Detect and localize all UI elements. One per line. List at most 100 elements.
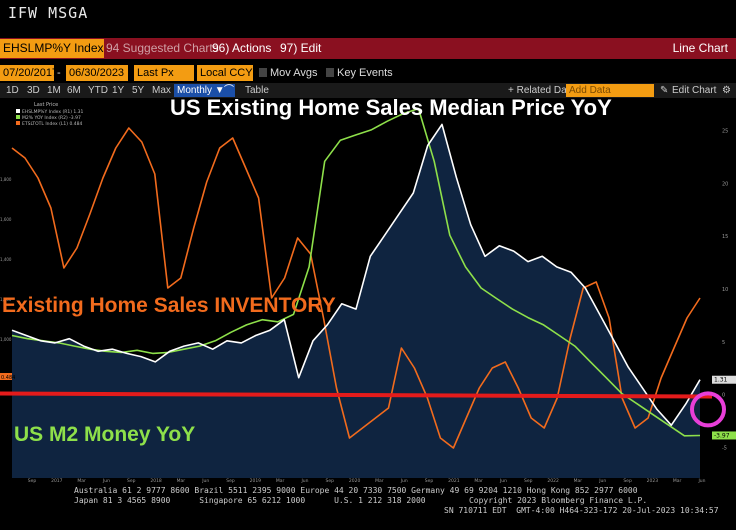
end-date-input[interactable]: 06/30/2023 bbox=[66, 65, 128, 81]
x-axis-tick: Sep bbox=[623, 478, 632, 483]
x-axis-tick: 2022 bbox=[547, 478, 559, 483]
related-data-button[interactable]: + Related Dat bbox=[508, 85, 570, 96]
x-axis-tick: Mar bbox=[276, 478, 285, 483]
legend-swatch bbox=[16, 109, 20, 113]
edit-menu[interactable]: 97) Edit bbox=[280, 41, 322, 55]
actions-menu[interactable]: 96) Actions bbox=[212, 41, 272, 55]
frequency-label: Monthly bbox=[177, 85, 213, 96]
x-axis-tick: Mar bbox=[77, 478, 86, 483]
x-axis-tick: Sep bbox=[326, 478, 335, 483]
legend-entry: EHSLMP%Y Index (R1) 1.31 bbox=[22, 109, 84, 115]
x-axis-tick: 2019 bbox=[250, 478, 262, 483]
gear-icon[interactable]: ✎ bbox=[660, 85, 669, 96]
footer-line2: Japan 81 3 4565 8900 Singapore 65 6212 1… bbox=[74, 496, 648, 505]
m2-line bbox=[11, 107, 701, 437]
x-axis-tick: Jun bbox=[400, 478, 408, 483]
m2-annotation: US M2 Money YoY bbox=[14, 423, 195, 446]
edit-chart-button[interactable]: Edit Chart bbox=[672, 85, 717, 96]
x-axis-tick: Mar bbox=[673, 478, 682, 483]
period-max[interactable]: Max bbox=[152, 85, 171, 96]
x-axis-tick: 2021 bbox=[448, 478, 460, 483]
footer-line3: SN 710711 EDT GMT-4:00 H464-323-172 20-J… bbox=[444, 506, 719, 515]
period-6m[interactable]: 6M bbox=[67, 85, 81, 96]
x-axis-tick: 2023 bbox=[647, 478, 659, 483]
frequency-select[interactable]: Monthly ▼ bbox=[174, 84, 228, 97]
mov-avgs-checkbox[interactable] bbox=[259, 68, 267, 77]
m2-last-value: -3.97 bbox=[714, 432, 730, 439]
footer-line1: Australia 61 2 9777 8600 Brazil 5511 239… bbox=[74, 486, 638, 495]
currency-select[interactable]: Local CCY bbox=[197, 65, 253, 81]
mov-avgs-label: Mov Avgs bbox=[270, 67, 318, 79]
ticker-input[interactable]: EHSLMP%Y Index bbox=[0, 39, 104, 58]
inventory-annotation: Existing Home Sales INVENTORY bbox=[2, 294, 336, 317]
x-axis-tick: Mar bbox=[574, 478, 583, 483]
highlight-circle bbox=[690, 391, 726, 428]
add-data-input[interactable]: Add Data bbox=[566, 84, 654, 97]
legend-swatch bbox=[16, 115, 20, 119]
command-text: IFW MSGA bbox=[8, 4, 89, 22]
legend-title: Last Price bbox=[34, 102, 58, 108]
x-axis-tick: Sep bbox=[28, 478, 37, 483]
price-line bbox=[11, 123, 701, 427]
price-last-badge bbox=[712, 375, 736, 384]
chart-area[interactable]: 25 20 15 10 5 0 -5 1,800 1,600 1,400 1,200 1,000 1.3… bbox=[0, 95, 736, 484]
main-toolbar bbox=[0, 38, 736, 59]
period-1m[interactable]: 1M bbox=[47, 85, 61, 96]
price-select[interactable]: Last Px bbox=[134, 65, 194, 81]
price-last-value: 1.31 bbox=[714, 377, 728, 384]
x-axis-tick: Jun bbox=[598, 478, 606, 483]
right-axis-tick: 5 bbox=[722, 340, 725, 346]
left-axis-tick: 1,600 bbox=[0, 217, 12, 222]
right-axis-tick: -5 bbox=[722, 445, 727, 451]
key-events-label: Key Events bbox=[337, 67, 393, 79]
inventory-last-badge bbox=[0, 373, 12, 380]
x-axis-tick: Jun bbox=[499, 478, 507, 483]
right-axis-tick: 15 bbox=[722, 234, 728, 240]
date-separator: - bbox=[57, 67, 61, 79]
suggested-charts-button[interactable]: 94 Suggested Charts bbox=[106, 41, 219, 55]
price-area bbox=[12, 124, 700, 478]
x-axis-tick: Jun bbox=[697, 478, 705, 483]
x-axis-tick: Sep bbox=[127, 478, 136, 483]
chart-type-label: Line Chart bbox=[672, 41, 728, 55]
right-axis-tick: 10 bbox=[722, 287, 728, 293]
right-axis-tick: 25 bbox=[722, 129, 728, 135]
settings-icon[interactable]: ⚙ bbox=[722, 85, 731, 96]
legend-entry: M2% YOY Index (R2) -3.97 bbox=[22, 115, 81, 121]
legend-swatch bbox=[16, 121, 20, 125]
m2-last-badge bbox=[712, 431, 736, 440]
x-axis-tick: Sep bbox=[226, 478, 235, 483]
left-axis-tick: 1,800 bbox=[0, 177, 12, 182]
left-axis-tick: 1,400 bbox=[0, 257, 12, 262]
period-5y[interactable]: 5Y bbox=[132, 85, 145, 96]
footer: Australia 61 2 9777 8600 Brazil 5511 239… bbox=[0, 484, 736, 530]
period-1y[interactable]: 1Y bbox=[112, 85, 125, 96]
legend-entry: ETSLTOTL Index (L1) 0.484 bbox=[22, 121, 82, 127]
key-events-checkbox[interactable] bbox=[326, 68, 334, 77]
period-1d[interactable]: 1D bbox=[6, 85, 19, 96]
period-ytd[interactable]: YTD bbox=[88, 85, 108, 96]
right-axis-tick: 0 bbox=[722, 393, 725, 399]
x-axis-tick: Mar bbox=[375, 478, 384, 483]
x-axis-tick: 2018 bbox=[150, 478, 162, 483]
line-chart: 25 20 15 10 5 0 -5 1,800 1,600 1,400 1,200 1,000 1.3… bbox=[0, 95, 736, 484]
start-date-input[interactable]: 07/20/2017 bbox=[0, 65, 58, 81]
x-axis-tick: 2020 bbox=[349, 478, 361, 483]
inventory-last-value: 0.484 bbox=[1, 375, 15, 381]
zero-reference-line bbox=[0, 391, 713, 399]
x-axis-tick: Sep bbox=[425, 478, 434, 483]
command-line[interactable]: IFW MSGA bbox=[0, 0, 736, 38]
table-button[interactable]: Table bbox=[245, 85, 269, 96]
x-axis-tick: Jun bbox=[201, 478, 209, 483]
chart-title: US Existing Home Sales Median Price YoY bbox=[170, 98, 612, 120]
period-3d[interactable]: 3D bbox=[27, 85, 40, 96]
x-axis-tick: Jun bbox=[300, 478, 308, 483]
x-axis-tick: Mar bbox=[474, 478, 483, 483]
left-axis-tick: 1,200 bbox=[0, 297, 12, 302]
chart-style-icon[interactable]: ⌒ bbox=[223, 84, 235, 97]
left-axis-tick: 1,000 bbox=[0, 337, 12, 342]
x-axis-tick: Mar bbox=[177, 478, 186, 483]
x-axis-tick: Sep bbox=[524, 478, 533, 483]
x-axis-tick: Jun bbox=[102, 478, 110, 483]
x-axis-tick: 2017 bbox=[51, 478, 63, 483]
